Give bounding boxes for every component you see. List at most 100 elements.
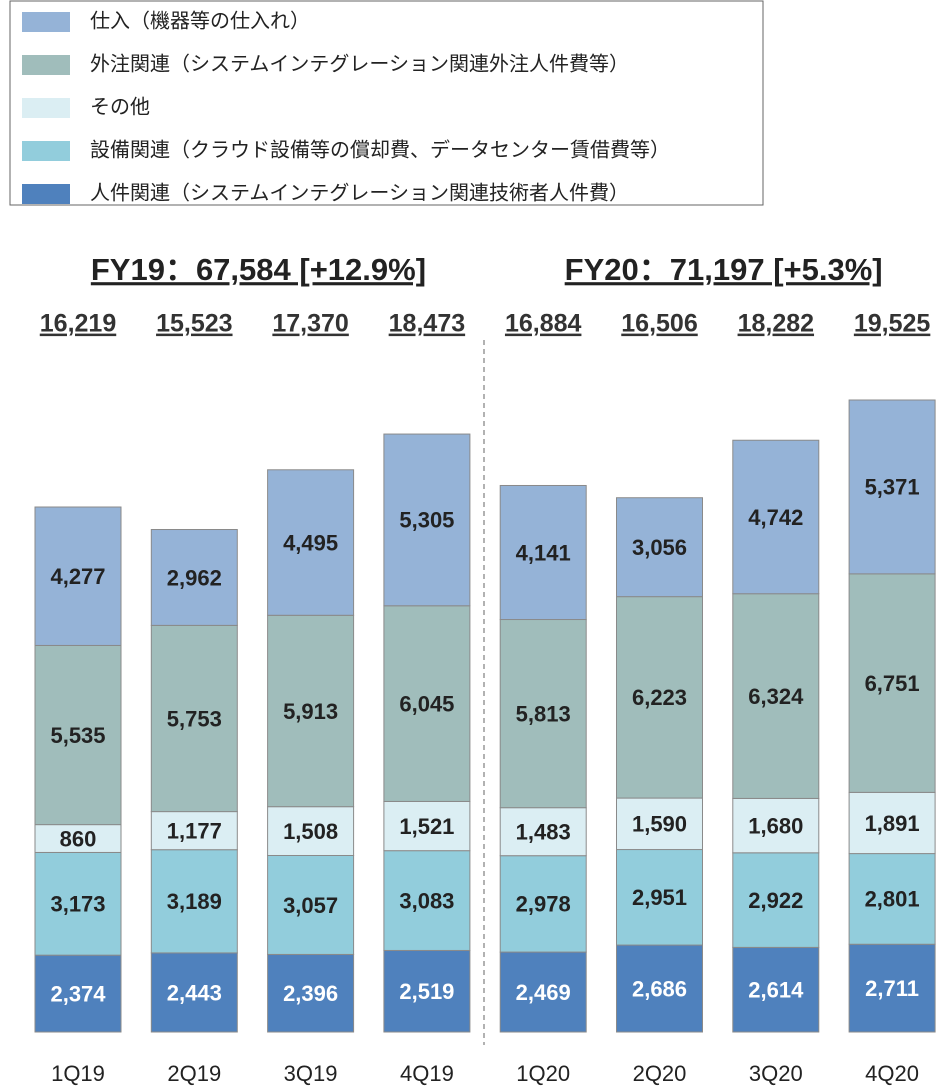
bar-segment (848, 573, 936, 793)
bar-segment (383, 800, 471, 852)
bar-segment (267, 806, 355, 856)
legend-box (9, 0, 764, 206)
value-label: 2,614 (748, 978, 804, 1003)
value-label: 5,535 (50, 723, 105, 748)
bar-segment (150, 811, 238, 851)
bar-segment (150, 952, 238, 1033)
value-label: 2,801 (865, 887, 920, 912)
bar-segment (267, 469, 355, 616)
bar-segment (848, 791, 936, 855)
bar-segment (150, 624, 238, 813)
bar-segment (499, 951, 587, 1033)
bar-segment (616, 596, 703, 799)
x-tick-label: 3Q19 (284, 1061, 338, 1086)
bar-segment (34, 644, 122, 826)
value-label: 860 (60, 826, 97, 851)
legend-label: 仕入（機器等の仕入れ） (90, 9, 310, 32)
legend-swatch (22, 12, 70, 32)
x-tick-label: 3Q20 (749, 1061, 803, 1086)
value-label: 1,680 (748, 813, 803, 838)
bar-segment (848, 853, 936, 945)
bar-segment (150, 849, 238, 954)
legend-swatch (22, 55, 70, 75)
total-label: 19,525 (854, 310, 931, 338)
total-label: 17,370 (272, 310, 348, 338)
value-label: 1,508 (283, 819, 338, 844)
value-label: 1,177 (167, 818, 222, 843)
x-tick-label: 2Q20 (633, 1061, 687, 1086)
total-label: 16,506 (621, 310, 697, 338)
x-tick-label: 4Q19 (400, 1061, 454, 1086)
bar-segment (383, 433, 471, 607)
total-label: 18,282 (738, 310, 814, 338)
bar-segment (383, 850, 471, 951)
value-label: 1,891 (865, 811, 920, 836)
value-label: 2,962 (167, 565, 222, 590)
total-label: 18,473 (389, 310, 465, 338)
value-label: 6,324 (748, 684, 804, 709)
legend-label: 人件関連（システムインテグレーション関連技術者人件費） (90, 181, 629, 204)
bar-segment (616, 797, 703, 851)
bar-segment (499, 484, 587, 621)
bar-segment (499, 619, 587, 809)
legend-label: 外注関連（システムインテグレーション関連外注人件費等） (90, 52, 629, 75)
total-label: 15,523 (156, 310, 232, 338)
bar-segment (616, 849, 703, 946)
bar-segment (616, 497, 703, 598)
value-label: 3,056 (632, 535, 687, 560)
value-label: 6,223 (632, 685, 687, 710)
bar-segment (383, 605, 471, 802)
value-label: 6,045 (399, 691, 454, 716)
value-label: 2,711 (865, 976, 919, 1001)
value-label: 4,495 (283, 530, 338, 555)
x-tick-label: 1Q19 (51, 1061, 105, 1086)
value-label: 6,751 (865, 671, 920, 696)
value-label: 1,521 (399, 814, 454, 839)
bar-segment (34, 824, 122, 853)
value-label: 2,374 (50, 981, 106, 1006)
total-label: 16,219 (40, 310, 116, 338)
value-label: 5,753 (167, 706, 222, 731)
value-label: 4,742 (748, 505, 803, 530)
bar-segment (732, 439, 820, 595)
value-label: 1,483 (516, 819, 571, 844)
value-label: 2,978 (516, 892, 571, 917)
value-label: 4,141 (516, 540, 571, 565)
legend-label: 設備関連（クラウド設備等の償却費、データセンター賃借費等） (90, 138, 670, 161)
value-label: 1,590 (632, 812, 687, 837)
value-label: 5,371 (865, 475, 920, 500)
value-label: 2,686 (632, 976, 687, 1001)
value-label: 2,396 (283, 981, 338, 1006)
value-label: 5,913 (283, 699, 338, 724)
bar-segment (616, 944, 703, 1033)
legend-swatch (22, 184, 70, 204)
bar-segment (732, 946, 820, 1033)
value-label: 3,083 (399, 888, 454, 913)
value-label: 2,443 (167, 980, 222, 1005)
value-label: 3,057 (283, 893, 338, 918)
bar-segment (34, 954, 122, 1033)
bar-segment (267, 953, 355, 1033)
value-label: 2,951 (632, 885, 687, 910)
bar-segment (732, 593, 820, 799)
bar-segment (34, 506, 122, 646)
value-label: 3,189 (167, 889, 222, 914)
legend-swatch (22, 98, 70, 118)
x-tick-label: 4Q20 (865, 1061, 919, 1086)
bar-segment (848, 399, 936, 575)
bar-segment (499, 855, 587, 953)
value-label: 2,519 (399, 979, 454, 1004)
bar-segment (383, 949, 471, 1033)
value-label: 2,922 (748, 888, 803, 913)
bar-segment (267, 614, 355, 808)
group-title: FY20：71,197 [+5.3%] (565, 252, 883, 287)
legend-swatch (22, 141, 70, 161)
x-tick-label: 2Q19 (167, 1061, 221, 1086)
total-label: 16,884 (505, 310, 582, 338)
value-label: 2,469 (516, 980, 571, 1005)
x-tick-label: 1Q20 (516, 1061, 570, 1086)
value-label: 3,173 (50, 892, 105, 917)
bar-segment (267, 854, 355, 955)
value-label: 5,305 (399, 508, 454, 533)
